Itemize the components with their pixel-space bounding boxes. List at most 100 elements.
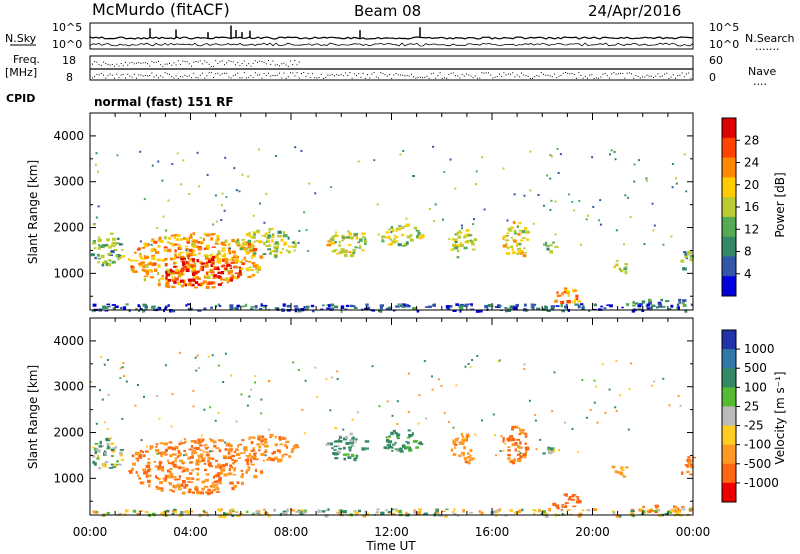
echo-cell [159,487,164,490]
echo-cell [270,249,274,253]
echo-cell [317,509,321,513]
echo-cell [134,251,137,254]
echo-cell [349,236,354,240]
echo-cell [334,241,337,244]
echo-cell [197,185,200,188]
echo-cell [359,238,363,242]
echo-cell [406,303,409,307]
echo-cell [242,246,247,250]
echo-cell [283,453,288,456]
echo-cell [290,449,294,454]
echo-cell [250,256,253,259]
echo-cell [285,440,290,444]
echo-cell [112,306,116,311]
echo-cell [203,247,207,251]
echo-cell [599,199,602,202]
echo-cell [557,172,560,174]
echo-cell [518,433,521,435]
echo-cell [658,303,663,307]
echo-cell [236,305,240,309]
echo-cell [322,304,325,307]
echo-cell [164,263,168,267]
echo-cell [684,255,689,258]
echo-cell [392,309,396,312]
echo-cell [511,428,514,431]
echo-cell [432,145,435,148]
echo-cell [94,256,97,260]
echo-cell [561,309,565,313]
echo-cell [340,309,343,313]
echo-cell [183,440,187,443]
echo-cell [254,381,256,384]
echo-cell [102,305,107,309]
echo-cell [449,158,452,161]
echo-cell [130,467,134,471]
echo-cell [109,232,114,235]
echo-cell [287,250,291,254]
y-tick-label: 4000 [53,334,84,348]
echo-cell [329,307,334,311]
echo-cell [210,273,214,276]
echo-cell [147,474,152,477]
echo-cell [166,469,170,473]
echo-cell [146,273,150,275]
echo-cell [359,244,362,248]
echo-cell [561,508,564,511]
echo-cell [686,459,691,462]
echo-cell [378,405,381,408]
echo-cell [263,241,266,246]
echo-cell [190,265,195,268]
echo-cell [108,246,112,249]
echo-cell [467,452,470,455]
echo-cell [387,228,391,231]
echo-cell [101,463,106,466]
echo-cell [655,507,659,510]
echo-cell [237,444,240,448]
echo-cell [576,498,580,501]
echo-cell [341,250,346,254]
echo-cell [137,384,139,386]
echo-cell [170,425,173,428]
echo-cell [102,465,108,468]
echo-cell [198,269,203,271]
echo-cell [279,251,283,254]
echo-cell [172,453,177,456]
nsearch-trace [89,42,694,47]
echo-cell [138,252,142,256]
echo-cell [237,272,242,276]
echo-cell [207,460,210,463]
echo-cell [186,268,190,271]
echo-cell [471,243,475,246]
echo-cell [337,510,341,513]
echo-cell [558,449,560,452]
echo-cell [387,243,391,246]
echo-cell [376,508,380,511]
echo-cell [575,496,580,498]
echo-cell [188,462,192,464]
echo-cell [523,368,526,371]
echo-cell [334,305,338,309]
echo-cell [453,238,458,241]
echo-cell [250,463,255,466]
echo-cell [335,427,338,430]
echo-cell [111,241,116,245]
nsearch-tick-bottom: 10^0 [709,38,739,51]
echo-cell [221,247,226,250]
echo-cell [279,451,282,454]
echo-cell [373,159,376,162]
echo-cell [201,266,205,269]
echo-cell [314,192,317,195]
echo-cell [165,271,168,274]
echo-cell [206,446,210,449]
echo-cell [274,249,278,252]
echo-cell [465,229,470,232]
echo-cell [192,278,196,282]
echo-cell [195,369,198,372]
echo-cell [452,309,457,312]
echo-cell [399,450,404,453]
echo-cell [517,458,522,463]
echo-cell [463,236,467,239]
echo-cell [189,456,194,459]
echo-cell [621,306,624,309]
echo-cell [417,442,421,445]
